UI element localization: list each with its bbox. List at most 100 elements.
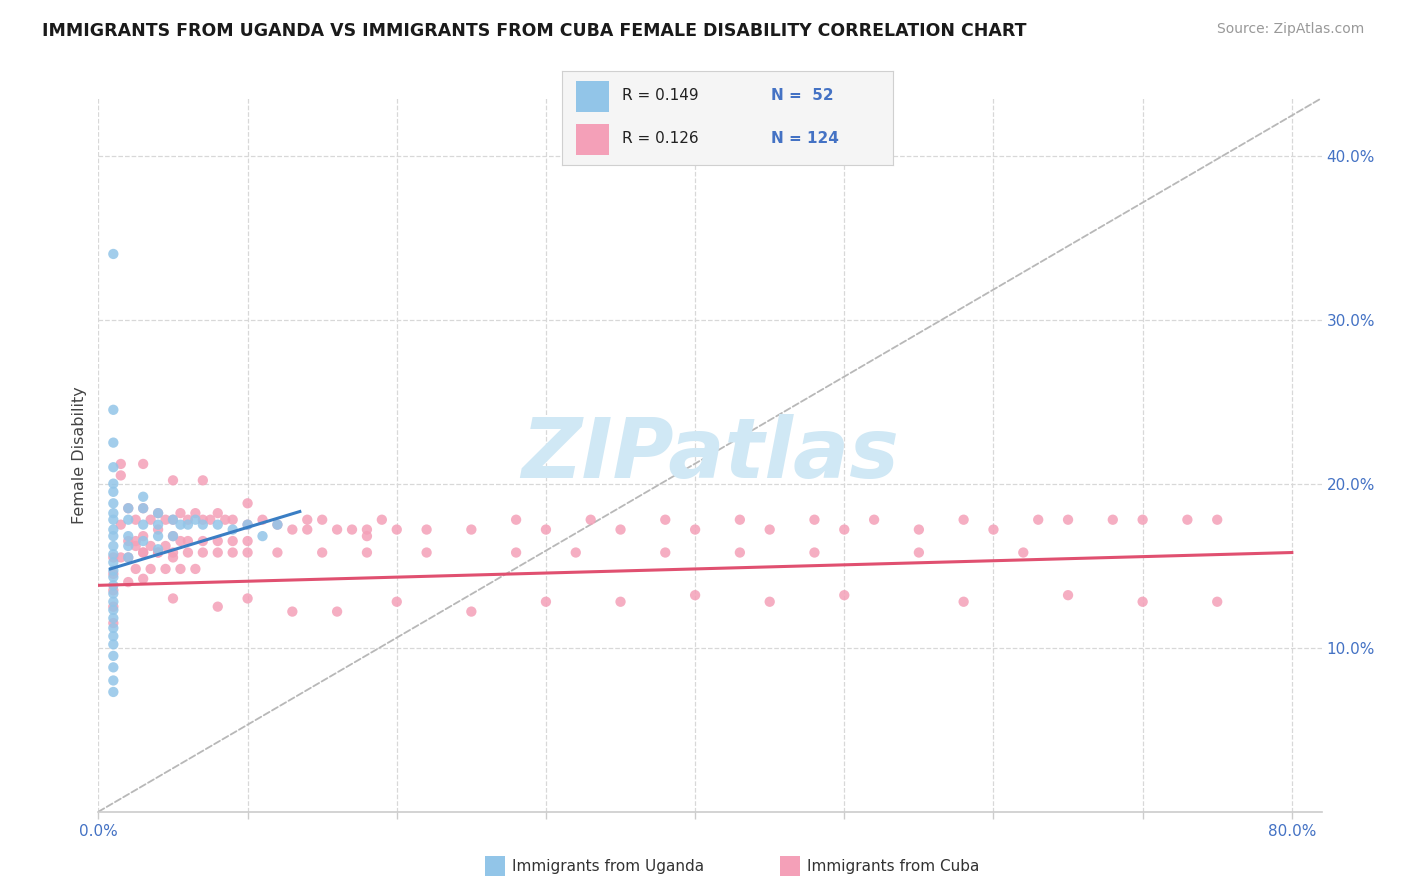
Y-axis label: Female Disability: Female Disability (72, 386, 87, 524)
Point (132, 545, 155, 559)
Point (758, 595, 780, 609)
Point (415, 545, 437, 559)
Point (162, 529, 184, 543)
Point (326, 605, 349, 619)
Point (103, 476, 125, 491)
Point (103, 583, 125, 598)
Point (117, 550, 139, 565)
Point (214, 513, 236, 527)
Point (103, 484, 125, 499)
Point (221, 534, 243, 549)
Point (103, 513, 125, 527)
Point (117, 534, 139, 549)
Point (803, 513, 825, 527)
Point (281, 605, 304, 619)
Point (654, 545, 676, 559)
Point (1101, 513, 1123, 527)
Point (983, 523, 1005, 537)
Point (803, 545, 825, 559)
Point (184, 506, 207, 520)
Point (103, 629, 125, 643)
Point (139, 513, 162, 527)
Point (184, 562, 207, 576)
Point (103, 660, 125, 674)
Point (534, 595, 557, 609)
Point (103, 523, 125, 537)
Point (103, 621, 125, 635)
Point (385, 523, 408, 537)
Point (191, 474, 214, 488)
Point (207, 545, 229, 559)
Point (758, 523, 780, 537)
Point (1206, 595, 1229, 609)
Point (125, 534, 148, 549)
Point (832, 588, 855, 602)
Point (297, 513, 319, 527)
Text: Immigrants from Uganda: Immigrants from Uganda (512, 859, 704, 873)
Point (103, 460, 125, 475)
Point (162, 474, 184, 488)
Point (103, 539, 125, 553)
Point (326, 523, 349, 537)
Point (236, 517, 259, 532)
Point (1012, 545, 1035, 559)
Point (117, 501, 139, 516)
Point (103, 616, 125, 631)
Point (132, 501, 155, 516)
Point (103, 685, 125, 699)
Point (236, 517, 259, 532)
Point (103, 435, 125, 450)
Text: Source: ZipAtlas.com: Source: ZipAtlas.com (1216, 22, 1364, 37)
Point (103, 550, 125, 565)
Point (103, 599, 125, 614)
Point (162, 513, 184, 527)
Point (177, 517, 200, 532)
Text: ZIPatlas: ZIPatlas (522, 415, 898, 495)
Point (207, 534, 229, 549)
Point (103, 547, 125, 561)
Point (460, 523, 482, 537)
Point (146, 506, 169, 520)
Point (207, 517, 229, 532)
Point (1057, 588, 1080, 602)
Point (252, 529, 274, 543)
Point (356, 523, 378, 537)
Point (236, 545, 259, 559)
Point (125, 539, 148, 553)
Point (155, 513, 177, 527)
Point (371, 513, 394, 527)
Point (191, 513, 214, 527)
Point (565, 545, 588, 559)
Point (146, 517, 169, 532)
Point (221, 513, 243, 527)
Point (117, 550, 139, 565)
Point (132, 490, 155, 504)
Point (505, 545, 527, 559)
Point (146, 523, 169, 537)
Point (200, 513, 222, 527)
Point (221, 545, 243, 559)
Point (132, 529, 155, 543)
Point (103, 402, 125, 417)
Point (103, 637, 125, 651)
Point (103, 648, 125, 663)
FancyBboxPatch shape (575, 124, 609, 154)
Point (252, 513, 274, 527)
Point (952, 513, 974, 527)
Text: IMMIGRANTS FROM UGANDA VS IMMIGRANTS FROM CUBA FEMALE DISABILITY CORRELATION CHA: IMMIGRANTS FROM UGANDA VS IMMIGRANTS FRO… (42, 22, 1026, 40)
Point (117, 539, 139, 553)
Point (162, 550, 184, 565)
Point (311, 545, 333, 559)
Point (146, 506, 169, 520)
Point (1132, 595, 1154, 609)
Point (125, 513, 148, 527)
Point (908, 545, 931, 559)
Point (356, 529, 378, 543)
Point (311, 513, 333, 527)
Point (191, 534, 214, 549)
Point (169, 562, 191, 576)
FancyBboxPatch shape (575, 81, 609, 112)
Point (103, 595, 125, 609)
Point (117, 529, 139, 543)
Point (952, 595, 974, 609)
